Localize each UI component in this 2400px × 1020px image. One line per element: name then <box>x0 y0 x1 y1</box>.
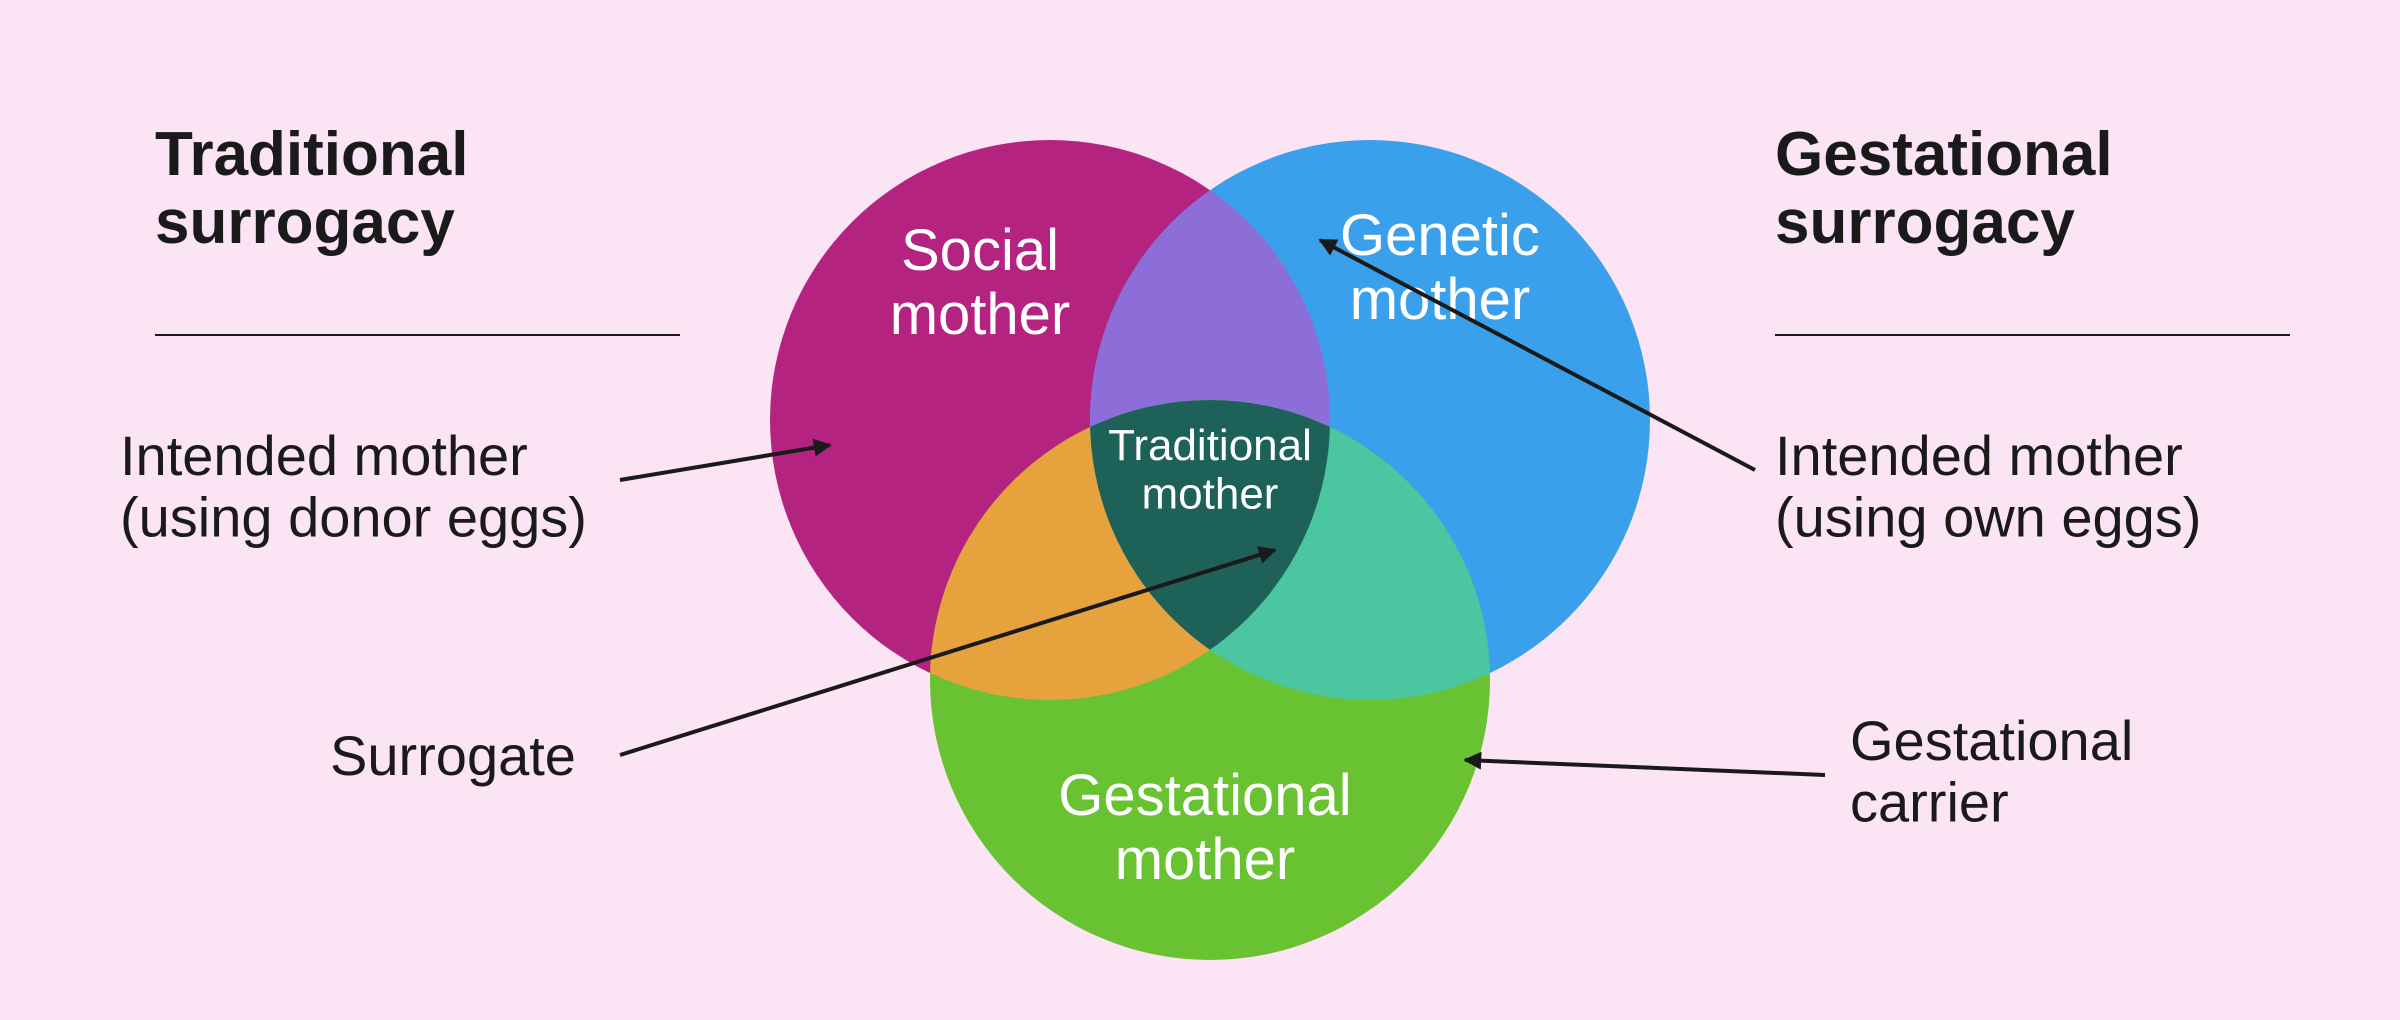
heading-traditional: Traditionalsurrogacy <box>155 120 468 257</box>
label-surrogate: Surrogate <box>330 724 576 787</box>
venn-label-social: Socialmother <box>890 218 1071 347</box>
label-intended-own: Intended mother(using own eggs) <box>1775 424 2201 549</box>
heading-gestational: Gestationalsurrogacy <box>1775 120 2113 257</box>
label-intended-donor: Intended mother(using donor eggs) <box>120 424 587 549</box>
